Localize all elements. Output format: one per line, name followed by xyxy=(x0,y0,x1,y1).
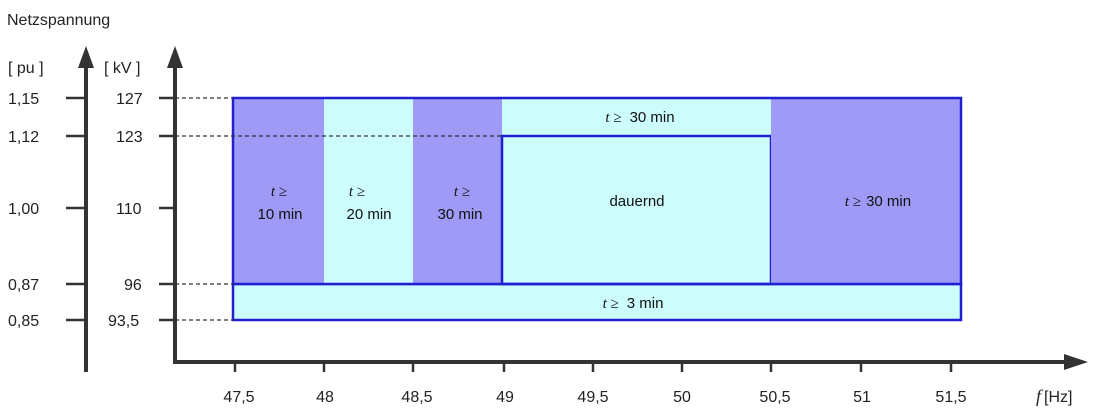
region-30min-line2: 30 min xyxy=(437,206,482,223)
x-tick-label: 48 xyxy=(316,389,334,406)
region-right-label: t ≥ 30 min xyxy=(845,193,911,210)
kv-tick-label: 123 xyxy=(116,129,143,146)
kv-tick-label: 96 xyxy=(124,277,142,294)
x-tick-label: 48,5 xyxy=(401,389,432,406)
x-axis-arrow xyxy=(1064,354,1088,370)
diagram-title: Netzspannung xyxy=(7,12,110,29)
kv-tick-label: 110 xyxy=(116,201,142,218)
x-ticks xyxy=(233,362,953,372)
kv-tick-label: 127 xyxy=(116,91,143,108)
x-tick-label: 50,5 xyxy=(759,389,790,406)
region-bottom-symbol: t ≥ xyxy=(603,296,619,312)
region-bottom-3min xyxy=(231,282,963,322)
x-axis-unit: [Hz] xyxy=(1044,389,1072,406)
region-10min-line2: 10 min xyxy=(257,206,302,223)
pu-tick-labels: 1,15 1,12 1,00 0,87 0,85 xyxy=(8,91,39,330)
region-right-text: 30 min xyxy=(866,193,911,210)
region-top-label: t ≥ 30 min xyxy=(605,109,674,126)
region-upper-frame xyxy=(231,96,963,286)
kv-axis-arrow xyxy=(167,46,183,68)
pu-unit-label: [ pu ] xyxy=(8,60,44,77)
x-axis-symbol: f xyxy=(1036,386,1044,406)
pu-tick-label: 1,15 xyxy=(8,91,39,108)
region-right-symbol: t ≥ xyxy=(845,194,861,210)
pu-tick-label: 1,00 xyxy=(8,201,39,218)
kv-unit-label: [ kV ] xyxy=(104,60,140,77)
region-20min-line1: t ≥ xyxy=(349,184,365,200)
region-20min xyxy=(324,98,413,284)
region-top-text: 30 min xyxy=(630,109,675,126)
pu-axis-arrow xyxy=(78,46,94,68)
region-top-symbol: t ≥ xyxy=(605,110,621,126)
x-axis-label: f [Hz] xyxy=(1036,386,1072,406)
kv-tick-label: 93,5 xyxy=(108,313,139,330)
region-20min-line2: 20 min xyxy=(346,206,391,223)
x-tick-label: 51,5 xyxy=(935,389,966,406)
pu-ticks xyxy=(66,96,86,322)
pu-tick-label: 0,87 xyxy=(8,277,39,294)
region-labels: t ≥ 10 min t ≥ 20 min t ≥ 30 min t ≥ 30 m… xyxy=(257,109,911,312)
x-tick-label: 49 xyxy=(496,389,514,406)
region-30min-left xyxy=(413,98,502,284)
region-bottom-label: t ≥ 3 min xyxy=(603,295,664,312)
x-tick-label: 50 xyxy=(673,389,691,406)
region-10min xyxy=(233,98,324,284)
kv-tick-labels: 127 123 110 96 93,5 xyxy=(108,91,143,330)
kv-ticks xyxy=(159,96,175,322)
region-top-30min xyxy=(502,98,771,136)
region-10min-line1: t ≥ xyxy=(271,184,287,200)
x-tick-labels: 47,5 48 48,5 49 49,5 50 50,5 51 51,5 xyxy=(223,389,966,406)
x-tick-label: 47,5 xyxy=(223,389,254,406)
region-right-30min xyxy=(771,98,961,284)
x-tick-label: 51 xyxy=(853,389,871,406)
pu-tick-label: 0,85 xyxy=(8,313,39,330)
pu-tick-label: 1,12 xyxy=(8,129,39,146)
dashed-guides xyxy=(175,97,502,321)
region-dauernd xyxy=(500,134,773,286)
region-bottom-text: 3 min xyxy=(627,295,664,312)
region-center-label: dauernd xyxy=(609,193,664,210)
x-tick-label: 49,5 xyxy=(577,389,608,406)
region-30min-line1: t ≥ xyxy=(454,184,470,200)
